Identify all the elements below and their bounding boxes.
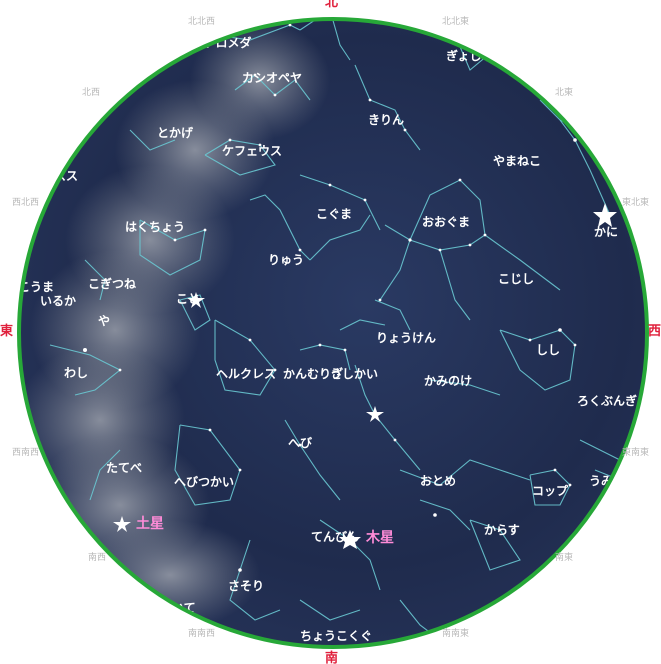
label-lynx: やまねこ (493, 154, 541, 168)
label-leo: しし (536, 343, 560, 357)
label-camelopardalis: きりん (368, 113, 404, 127)
label-ophiuchus: へびつかい (174, 474, 234, 489)
bright-star-icon (187, 292, 205, 308)
label-corona-borealis: かんむりざ (283, 366, 343, 381)
label-corvus: からす (484, 523, 520, 537)
label-coma-berenices: かみのけ (424, 374, 472, 388)
tick-nnw: 北北西 (188, 16, 215, 27)
planet-labels: 土星 木星 (136, 515, 394, 546)
tick-wnw: 西北西 (12, 197, 39, 208)
label-canes-venatici: りょうけん (376, 331, 436, 345)
tick-sse: 南南東 (442, 627, 469, 639)
label-aquila: わし (64, 366, 88, 380)
tick-ene: 東北東 (622, 196, 649, 208)
tick-wsw: 西南西 (12, 446, 39, 458)
label-hercules: ヘルクレス (216, 367, 276, 381)
tick-ne: 北東 (555, 86, 573, 98)
label-scorpius: さそり (228, 579, 264, 593)
label-sagitta: や (98, 314, 110, 328)
label-leo-minor: こじし (498, 272, 534, 286)
bright-star-icon (593, 203, 617, 227)
saturn-label: 土星 (136, 515, 164, 532)
tick-ese: 東南東 (622, 446, 649, 458)
jupiter-marker-icon (339, 530, 361, 549)
bright-stars (187, 203, 617, 422)
label-delphinus: いるか (40, 294, 76, 308)
tick-ssw: 南南西 (188, 627, 215, 639)
jupiter-label: 木星 (365, 529, 394, 546)
label-scutum: たてべ (106, 461, 142, 475)
west-label: 西 (648, 324, 661, 339)
label-vulpecula: こぎつね (88, 276, 136, 291)
tick-nw: 北西 (82, 87, 100, 98)
horizon-ring (17, 17, 649, 649)
east-label: 東 (0, 323, 13, 339)
label-libra: てんびん (311, 529, 359, 544)
constellation-labels: ペルセウス アンドロメダ ぎょしゃ カシオペヤ きりん とかげ ケフェウス ペガ… (18, 7, 637, 643)
planet-markers (113, 516, 361, 549)
label-serpens: へび (288, 435, 313, 450)
label-auriga: ぎょしゃ (446, 48, 493, 63)
label-sextans: ろくぶんぎ (577, 393, 637, 408)
label-bootes: うしかい (330, 367, 378, 381)
bright-star-icon (366, 406, 384, 422)
label-pegasus: ペガスス (30, 168, 78, 183)
label-lyra: こと (176, 292, 200, 306)
tick-se: 南東 (555, 551, 573, 563)
tick-nne: 北北東 (442, 15, 469, 27)
label-cancer: かに (594, 225, 618, 239)
saturn-marker-icon (113, 516, 131, 532)
label-cassiopeia: カシオペヤ (242, 71, 302, 85)
label-equuleus: こうま (18, 280, 54, 294)
label-draco: りゅう (268, 253, 304, 267)
label-cepheus: ケフェウス (222, 144, 282, 158)
label-crater: コップ (532, 483, 569, 498)
label-virgo: おとめ (420, 474, 456, 488)
label-ursa-major: おおぐま (422, 215, 470, 229)
edge-tick-labels: 北北東 北北西 北東 北西 東北東 西北西 東南東 西南西 南東 南西 南南東 … (12, 15, 649, 639)
label-ursa-minor: こぐま (316, 207, 352, 221)
south-label: 南 (325, 650, 338, 664)
label-cygnus: はくちょう (125, 220, 185, 234)
tick-sw: 南西 (88, 551, 106, 563)
label-lacerta: とかげ (157, 125, 194, 140)
north-label: 北 (325, 0, 338, 10)
label-sculptor: ちょうこくぐ (300, 629, 372, 643)
